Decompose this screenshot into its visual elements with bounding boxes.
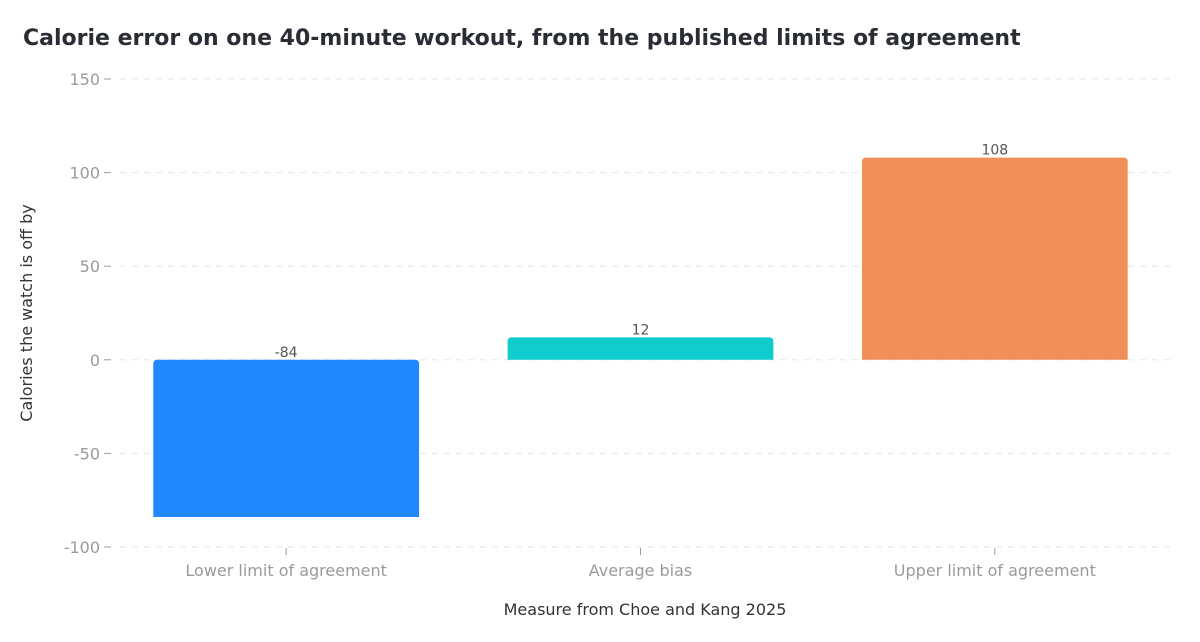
data-label-3: 108: [981, 143, 1008, 159]
x-axis-ticks: Lower limit of agreement Average bias Uppe…: [185, 548, 1096, 580]
data-label-1: -84: [275, 345, 298, 361]
y-tick-label: 100: [69, 164, 100, 183]
y-tick-label: 0: [90, 351, 100, 370]
y-tick-label: 50: [80, 257, 100, 276]
bars: [153, 157, 1128, 518]
y-axis-label: Calories the watch is off by: [17, 204, 36, 421]
y-tick-label: -50: [74, 444, 100, 463]
chart-title: Calorie error on one 40-minute workout, …: [23, 26, 1021, 51]
data-label-2: 12: [632, 322, 650, 338]
bar-1: [153, 359, 420, 518]
x-tick-label: Average bias: [589, 561, 693, 580]
x-axis-label: Measure from Choe and Kang 2025: [504, 600, 787, 619]
bar-3: [861, 157, 1128, 360]
x-tick-label: Upper limit of agreement: [894, 561, 1096, 580]
y-axis-ticks: -100 -50 0 50 100 150: [64, 70, 111, 557]
bar-2: [507, 337, 774, 360]
y-tick-label: 150: [69, 70, 100, 89]
data-labels: -84 12 108: [275, 143, 1008, 361]
x-tick-label: Lower limit of agreement: [185, 561, 387, 580]
y-tick-label: -100: [64, 538, 100, 557]
